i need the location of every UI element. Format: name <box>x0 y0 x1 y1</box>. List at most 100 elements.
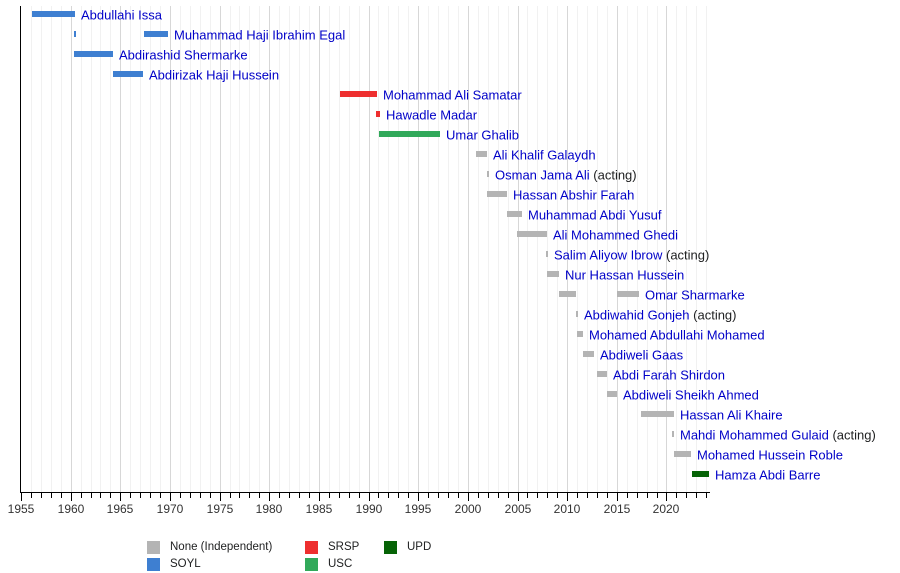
axis-tick <box>557 493 558 498</box>
pm-name-link[interactable]: Hassan Ali Khaire <box>680 407 783 422</box>
axis-tick <box>269 493 270 501</box>
term-bar <box>577 331 583 337</box>
pm-name-text[interactable]: Umar Ghalib <box>446 127 519 142</box>
pm-name-text[interactable]: Hassan Abshir Farah <box>513 187 635 202</box>
pm-name-text[interactable]: Osman Jama Ali <box>495 167 590 182</box>
axis-tick <box>488 493 489 498</box>
year-gridline <box>676 6 677 492</box>
pm-name-link[interactable]: Hassan Abshir Farah <box>513 187 634 202</box>
pm-name-text[interactable]: Mahdi Mohammed Gulaid <box>680 427 829 442</box>
x-axis-line <box>20 492 710 493</box>
axis-tick <box>527 493 528 498</box>
pm-name-text[interactable]: Mohamed Hussein Roble <box>697 447 843 462</box>
year-gridline <box>81 6 82 492</box>
pm-name-text[interactable]: Hamza Abdi Barre <box>715 467 821 482</box>
pm-name-text[interactable]: Mohamed Abdullahi Mohamed <box>589 327 765 342</box>
pm-name-link[interactable]: Mohamed Abdullahi Mohamed <box>589 327 765 342</box>
axis-tick <box>607 493 608 498</box>
year-gridline <box>488 6 489 492</box>
pm-name-link[interactable]: Umar Ghalib <box>446 127 519 142</box>
pm-name-link[interactable]: Salim Aliyow Ibrow (acting) <box>554 247 709 262</box>
pm-name-link[interactable]: Osman Jama Ali (acting) <box>495 167 637 182</box>
pm-name-text[interactable]: Ali Khalif Galaydh <box>493 147 596 162</box>
axis-tick <box>349 493 350 498</box>
pm-name-link[interactable]: Nur Hassan Hussein <box>565 267 684 282</box>
acting-term-tick <box>576 311 578 317</box>
axis-tick <box>279 493 280 498</box>
pm-name-link[interactable]: Mohamed Hussein Roble <box>697 447 843 462</box>
legend-item-label: SRSP <box>328 541 360 553</box>
year-gridline <box>299 6 300 492</box>
term-bar <box>487 191 507 197</box>
axis-tick <box>388 493 389 498</box>
axis-tick <box>31 493 32 498</box>
year-gridline <box>61 6 62 492</box>
term-bar <box>507 211 522 217</box>
pm-name-link[interactable]: Muhammad Haji Ibrahim Egal <box>174 27 345 42</box>
year-gridline <box>607 6 608 492</box>
pm-name-link[interactable]: Abdiweli Gaas <box>600 347 683 362</box>
pm-name-text[interactable]: Hassan Ali Khaire <box>680 407 783 422</box>
axis-tick <box>458 493 459 498</box>
pm-name-text[interactable]: Salim Aliyow Ibrow <box>554 247 663 262</box>
pm-name-text[interactable]: Abdirashid Shermarke <box>119 47 248 62</box>
pm-name-text[interactable]: Abdiwahid Gonjeh <box>584 307 690 322</box>
pm-name-link[interactable]: Hamza Abdi Barre <box>715 467 821 482</box>
axis-tick <box>587 493 588 498</box>
axis-tick <box>448 493 449 498</box>
pm-name-link[interactable]: Ali Khalif Galaydh <box>493 147 596 162</box>
axis-tick <box>130 493 131 498</box>
axis-tick <box>339 493 340 498</box>
axis-tick <box>51 493 52 498</box>
pm-name-text[interactable]: Abdullahi Issa <box>81 7 162 22</box>
axis-tick <box>230 493 231 498</box>
pm-name-text[interactable]: Abdiweli Sheikh Ahmed <box>623 387 759 402</box>
year-gridline <box>418 6 419 492</box>
pm-name-link[interactable]: Ali Mohammed Ghedi <box>553 227 678 242</box>
axis-year-label: 2005 <box>504 502 532 516</box>
term-bar <box>641 411 674 417</box>
axis-tick <box>61 493 62 498</box>
pm-name-link[interactable]: Abdiwahid Gonjeh (acting) <box>584 307 737 322</box>
pm-name-link[interactable]: Abdullahi Issa <box>81 7 162 22</box>
axis-tick <box>249 493 250 498</box>
pm-name-link[interactable]: Hawadle Madar <box>386 107 477 122</box>
axis-tick <box>637 493 638 498</box>
plot-area: 1955 1960 1965 1970 1975 1980 1985 1990 1995 2000… <box>8 6 876 516</box>
axis-tick <box>180 493 181 498</box>
pm-name-text[interactable]: Mohammad Ali Samatar <box>383 87 522 102</box>
axis-year-label: 1995 <box>404 502 432 516</box>
pm-name-link[interactable]: Mahdi Mohammed Gulaid (acting) <box>680 427 876 442</box>
pm-name-text[interactable]: Nur Hassan Hussein <box>565 267 685 282</box>
pm-name-text[interactable]: Abdi Farah Shirdon <box>613 367 726 382</box>
pm-name-text[interactable]: Abdiweli Gaas <box>600 347 684 362</box>
pm-name-link[interactable]: Abdirizak Haji Hussein <box>149 67 279 82</box>
axis-tick <box>81 493 82 498</box>
axis-year-label: 1975 <box>206 502 234 516</box>
pm-name-link[interactable]: Muhammad Abdi Yusuf <box>528 207 661 222</box>
legend-item-label: SOYL <box>170 558 201 570</box>
year-gridline <box>160 6 161 492</box>
pm-name-link[interactable]: Omar Sharmarke <box>645 287 745 302</box>
year-gridline <box>547 6 548 492</box>
axis-tick <box>647 493 648 498</box>
year-gridline <box>319 6 320 492</box>
pm-name-text[interactable]: Hawadle Madar <box>386 107 478 122</box>
pm-name-link[interactable]: Abdi Farah Shirdon <box>613 367 725 382</box>
axis-tick <box>160 493 161 498</box>
term-bar <box>74 51 113 57</box>
axis-tick <box>329 493 330 498</box>
pm-name-link[interactable]: Abdiweli Sheikh Ahmed <box>623 387 759 402</box>
pm-name-link[interactable]: Abdirashid Shermarke <box>119 47 248 62</box>
axis-tick <box>518 493 519 501</box>
axis-tick <box>577 493 578 498</box>
pm-name-text[interactable]: Omar Sharmarke <box>645 287 745 302</box>
pm-name-link[interactable]: Mohammad Ali Samatar <box>383 87 522 102</box>
year-gridline <box>587 6 588 492</box>
pm-name-text[interactable]: Muhammad Abdi Yusuf <box>528 207 662 222</box>
term-bar <box>617 291 639 297</box>
axis-tick <box>140 493 141 498</box>
pm-name-text[interactable]: Ali Mohammed Ghedi <box>553 227 678 242</box>
pm-name-text[interactable]: Abdirizak Haji Hussein <box>149 67 280 82</box>
pm-name-text[interactable]: Muhammad Haji Ibrahim Egal <box>174 27 346 42</box>
